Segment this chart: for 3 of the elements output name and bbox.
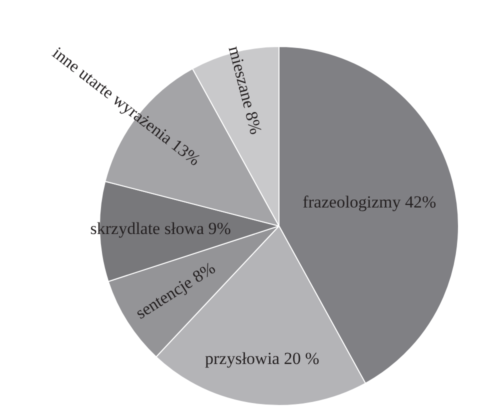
slice-label: przysłowia 20 %	[204, 349, 320, 368]
slice-label: mieszane 8%	[224, 44, 266, 136]
slice-label: frazeologizmy 42%	[302, 192, 436, 212]
